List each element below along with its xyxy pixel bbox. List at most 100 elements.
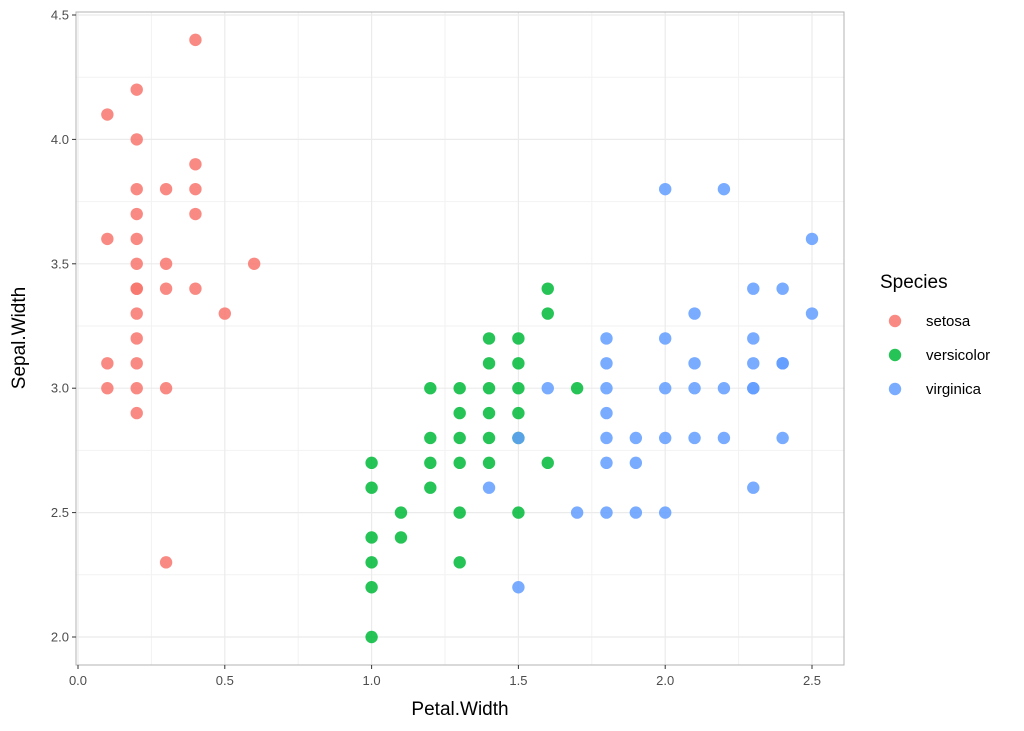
axes: 0.0 0.5 1.0 1.5 2.0 2.5 2.0 2.5 3.0 3.5 4.0 4.5 (51, 8, 821, 689)
data-point-setosa (189, 182, 202, 196)
data-point-virginica (659, 332, 672, 345)
data-point-versicolor (394, 506, 408, 519)
data-point-virginica (659, 182, 672, 196)
data-point-virginica (776, 431, 789, 445)
data-point-virginica (600, 382, 613, 395)
y-tick-label: 2.0 (51, 630, 69, 645)
legend-key-virginica (888, 382, 902, 396)
data-point-versicolor (512, 357, 525, 370)
data-point-setosa (130, 406, 143, 420)
data-point-versicolor (453, 506, 466, 519)
data-point-virginica (512, 581, 525, 594)
data-point-virginica (776, 282, 789, 295)
data-point-virginica (541, 382, 554, 395)
data-point-versicolor (453, 431, 466, 445)
legend-title: Species (880, 272, 948, 293)
x-tick-label: 2.5 (803, 673, 821, 688)
data-point-virginica (629, 431, 643, 445)
x-tick-label: 1.0 (363, 673, 381, 688)
data-point-setosa (101, 108, 114, 121)
data-point-setosa (218, 307, 231, 320)
data-point-setosa (189, 33, 202, 47)
data-point-versicolor (424, 382, 437, 395)
data-point-virginica (600, 406, 613, 420)
data-point-setosa (189, 158, 202, 171)
data-point-virginica (570, 506, 584, 519)
data-point-setosa (130, 182, 143, 196)
data-point-versicolor (365, 630, 378, 644)
data-point-setosa (130, 232, 143, 246)
legend: Species setosa versicolor virginica (880, 272, 990, 398)
data-point-virginica (659, 506, 672, 519)
data-point-virginica (600, 431, 613, 445)
data-point-virginica (482, 481, 496, 494)
data-point-setosa (189, 282, 202, 295)
data-point-setosa (159, 382, 173, 395)
data-point-versicolor (482, 357, 496, 370)
data-point-setosa (130, 357, 143, 370)
data-point-setosa (130, 382, 143, 395)
data-point-virginica (512, 431, 525, 445)
data-point-virginica (600, 357, 613, 370)
data-point-virginica (629, 456, 643, 470)
y-tick-label: 3.0 (51, 381, 69, 396)
data-point-versicolor (512, 406, 525, 420)
data-point-versicolor (512, 506, 525, 519)
x-tick-label: 0.5 (216, 673, 234, 688)
data-point-setosa (159, 182, 173, 196)
data-point-virginica (717, 431, 731, 445)
data-point-virginica (717, 182, 731, 196)
data-point-versicolor (541, 307, 554, 320)
data-point-versicolor (512, 382, 525, 395)
data-point-versicolor (365, 531, 378, 544)
data-point-virginica (688, 431, 701, 445)
data-point-versicolor (424, 456, 437, 470)
legend-label-virginica: virginica (926, 381, 982, 398)
data-point-virginica (805, 232, 819, 246)
data-point-setosa (159, 282, 173, 295)
data-point-versicolor (453, 456, 466, 470)
data-point-versicolor (512, 332, 525, 345)
data-point-versicolor (424, 481, 437, 494)
data-point-virginica (747, 332, 760, 345)
data-point-versicolor (482, 382, 496, 395)
data-point-setosa (130, 207, 143, 221)
y-tick-label: 2.5 (51, 505, 69, 520)
data-point-setosa (101, 357, 114, 370)
y-tick-label: 4.5 (51, 8, 69, 23)
data-point-virginica (747, 382, 760, 395)
data-point-versicolor (424, 431, 437, 445)
data-point-versicolor (482, 332, 496, 345)
x-tick-label: 0.0 (69, 673, 87, 688)
data-point-setosa (101, 382, 114, 395)
data-point-versicolor (482, 456, 496, 470)
data-point-virginica (717, 382, 731, 395)
legend-key-setosa (888, 314, 902, 328)
data-point-virginica (659, 382, 672, 395)
y-tick-label: 3.5 (51, 256, 69, 271)
data-point-setosa (101, 232, 114, 246)
data-point-setosa (130, 332, 143, 345)
legend-label-versicolor: versicolor (926, 347, 990, 364)
data-point-virginica (688, 357, 701, 370)
data-point-virginica (688, 307, 701, 320)
data-point-versicolor (541, 282, 554, 295)
data-point-virginica (747, 481, 760, 494)
x-tick-label: 2.0 (656, 673, 674, 688)
plot-panel-border (75, 11, 845, 666)
data-point-versicolor (453, 406, 466, 420)
y-axis-title: Sepal.Width (9, 287, 30, 389)
data-point-virginica (600, 506, 613, 519)
data-point-versicolor (365, 581, 378, 594)
data-point-versicolor (541, 456, 554, 470)
y-tick-label: 4.0 (51, 132, 69, 147)
data-point-virginica (600, 332, 613, 345)
data-point-versicolor (453, 382, 466, 395)
data-point-setosa (159, 257, 173, 270)
data-point-virginica (600, 456, 613, 470)
data-point-virginica (805, 307, 819, 320)
data-point-versicolor (482, 406, 496, 420)
data-point-setosa (130, 83, 143, 96)
data-point-versicolor (570, 382, 584, 395)
